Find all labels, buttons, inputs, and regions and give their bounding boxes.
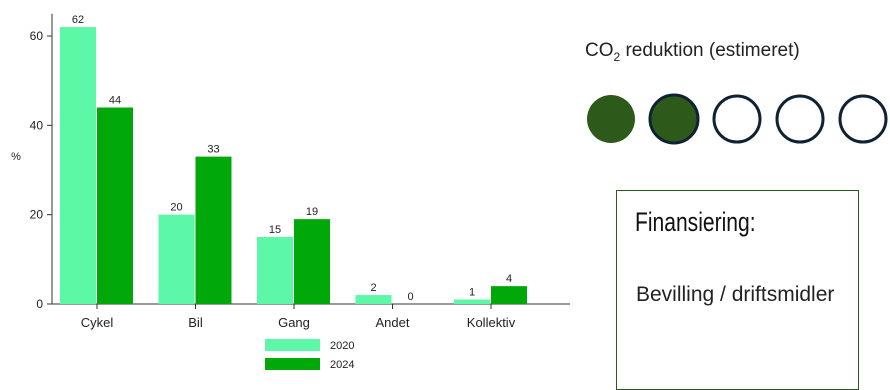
x-tick-label: Kollektiv	[467, 315, 516, 330]
legend-swatch-2024	[265, 358, 320, 370]
legend-label: 2020	[330, 340, 354, 352]
x-tick-label: Andet	[376, 315, 410, 330]
co2-circle-empty	[775, 94, 825, 144]
data-label: 19	[306, 206, 318, 218]
x-tick-label: Gang	[278, 315, 310, 330]
x-tick-label: Bil	[188, 315, 203, 330]
x-tick-label: Cykel	[81, 315, 114, 330]
bar-cykel-2020	[60, 27, 96, 304]
co2-title: CO2 reduktion (estimeret)	[585, 40, 800, 64]
co2-circle-empty	[712, 94, 762, 144]
data-label: 1	[469, 287, 475, 299]
y-tick-label: 0	[36, 297, 43, 311]
financing-text: Bevilling / driftsmidler	[636, 283, 835, 306]
co2-circle-filled	[587, 95, 635, 143]
financing-title: Finansiering:	[635, 207, 756, 237]
legend-swatch-2020	[265, 339, 320, 351]
co2-rating	[587, 93, 888, 145]
data-label: 0	[407, 291, 413, 303]
y-axis-label: %	[11, 151, 21, 163]
data-label: 15	[269, 224, 281, 236]
data-label: 4	[506, 273, 512, 285]
y-tick-label: 40	[30, 118, 44, 132]
bar-chart: 0204060%6244Cykel2033Bil1519Gang20Andet1…	[11, 13, 570, 371]
bar-cykel-2024	[97, 107, 133, 304]
bar-kollektiv-2024	[491, 286, 527, 304]
data-label: 20	[170, 202, 182, 214]
legend-label: 2024	[330, 359, 354, 371]
bar-gang-2020	[257, 237, 293, 304]
data-label: 2	[370, 282, 376, 294]
financing-box: Finansiering: Bevilling / driftsmidler	[616, 190, 859, 390]
y-tick-label: 20	[30, 208, 44, 222]
data-label: 62	[72, 14, 84, 26]
bar-andet-2020	[355, 295, 392, 304]
bar-bil-2024	[195, 156, 232, 304]
co2-circle-filled	[648, 93, 700, 145]
bar-bil-2020	[158, 214, 195, 304]
y-tick-label: 60	[30, 29, 44, 43]
bar-gang-2024	[294, 219, 330, 304]
data-label: 33	[207, 144, 219, 156]
co2-circle-empty	[838, 94, 888, 144]
bar-kollektiv-2020	[454, 299, 490, 304]
data-label: 44	[109, 94, 121, 106]
